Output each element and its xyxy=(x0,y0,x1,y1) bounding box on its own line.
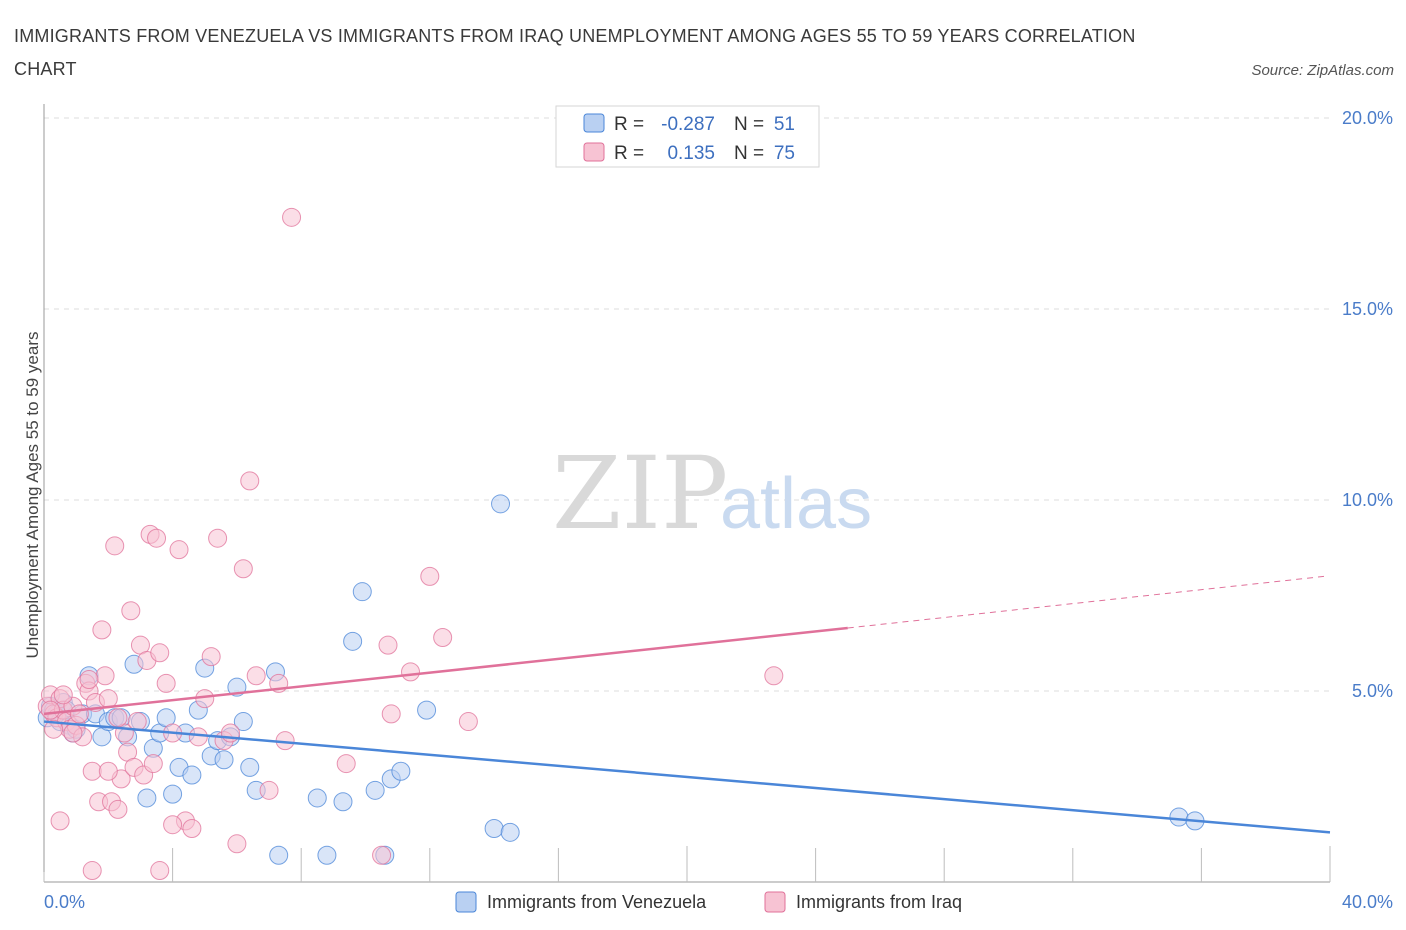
venezuela-point xyxy=(240,757,260,777)
iraq-point xyxy=(121,601,141,621)
iraq-point xyxy=(401,662,421,682)
correlation-legend: R = -0.287 N = 51 R = 0.135 N = 75 xyxy=(555,105,820,168)
iraq-trend-line-extension xyxy=(847,575,1325,629)
iraq-point xyxy=(227,834,247,854)
iraq-point xyxy=(381,704,401,724)
iraq-point xyxy=(143,754,163,774)
legend-iraq-n-label: N = xyxy=(734,143,764,164)
iraq-point xyxy=(259,780,279,800)
legend-venezuela-r-value: -0.287 xyxy=(661,114,715,135)
venezuela-point xyxy=(233,712,253,732)
legend-iraq-r-label: R = xyxy=(614,143,644,164)
legend-iraq-n-value: 75 xyxy=(774,143,795,164)
iraq-point xyxy=(50,811,70,831)
venezuela-point xyxy=(484,819,504,839)
iraq-point xyxy=(82,761,102,781)
series-legend: Immigrants from Venezuela Immigrants fro… xyxy=(455,891,962,913)
bottom-legend-iraq-label: Immigrants from Iraq xyxy=(796,892,962,912)
iraq-point xyxy=(233,559,253,579)
iraq-point xyxy=(95,666,115,686)
iraq-point xyxy=(150,861,170,881)
iraq-point xyxy=(63,723,83,743)
legend-venezuela-swatch xyxy=(583,113,605,133)
iraq-point xyxy=(92,620,112,640)
iraq-point xyxy=(79,670,99,690)
iraq-point xyxy=(282,207,302,227)
venezuela-point xyxy=(163,784,183,804)
venezuela-point xyxy=(352,582,372,602)
iraq-trend-line xyxy=(43,626,848,716)
iraq-point xyxy=(156,673,176,693)
venezuela-point xyxy=(391,761,411,781)
venezuela-point xyxy=(491,494,511,514)
y-tick-labels: 5.0% 10.0% 15.0% 20.0% xyxy=(1342,108,1393,701)
iraq-point xyxy=(98,761,118,781)
x-tick-label: 40.0% xyxy=(1342,892,1393,912)
venezuela-point xyxy=(214,750,234,770)
bottom-legend-iraq-swatch xyxy=(764,891,786,913)
y-tick-label: 5.0% xyxy=(1352,681,1393,701)
iraq-point xyxy=(246,666,266,686)
venezuela-point xyxy=(333,792,353,812)
source-label: Source: ZipAtlas.com xyxy=(1251,62,1394,79)
axes xyxy=(43,104,1331,883)
y-axis-label: Unemployment Among Ages 55 to 59 years xyxy=(23,332,42,659)
venezuela-point xyxy=(317,845,337,865)
venezuela-point xyxy=(1169,807,1189,827)
iraq-point xyxy=(372,845,392,865)
y-tick-label: 20.0% xyxy=(1342,108,1393,128)
iraq-point xyxy=(44,719,64,739)
venezuela-point xyxy=(343,631,363,651)
x-tick-label: 0.0% xyxy=(44,892,85,912)
bottom-legend-venezuela-label: Immigrants from Venezuela xyxy=(487,892,707,912)
iraq-point xyxy=(98,689,118,709)
x-tick-labels: 0.0% 40.0% xyxy=(44,892,1393,912)
iraq-point xyxy=(69,704,89,724)
iraq-point xyxy=(458,712,478,732)
iraq-point xyxy=(433,628,453,648)
y-tick-label: 10.0% xyxy=(1342,490,1393,510)
venezuela-trend-line xyxy=(43,720,1331,834)
iraq-point xyxy=(82,861,102,881)
venezuela-point xyxy=(417,700,437,720)
venezuela-point xyxy=(137,788,157,808)
iraq-point xyxy=(420,566,440,586)
iraq-point xyxy=(240,471,260,491)
iraq-point xyxy=(169,540,189,560)
bottom-legend-venezuela-swatch xyxy=(455,891,477,913)
legend-iraq-r-value: 0.135 xyxy=(667,143,715,164)
watermark: ZIP atlas xyxy=(552,435,872,552)
iraq-point xyxy=(53,685,73,705)
legend-iraq-swatch xyxy=(583,142,605,162)
watermark-atlas: atlas xyxy=(720,464,872,544)
venezuela-point xyxy=(307,788,327,808)
iraq-point xyxy=(182,819,202,839)
legend-venezuela-n-value: 51 xyxy=(774,114,795,135)
iraq-point xyxy=(108,799,128,819)
iraq-point xyxy=(188,727,208,747)
iraq-point xyxy=(764,666,784,686)
iraq-point xyxy=(105,536,125,556)
legend-venezuela-n-label: N = xyxy=(734,114,764,135)
venezuela-point xyxy=(500,822,520,842)
trend-lines xyxy=(43,575,1331,834)
venezuela-point xyxy=(269,845,289,865)
iraq-point xyxy=(147,528,167,548)
venezuela-point xyxy=(365,780,385,800)
iraq-point xyxy=(108,708,128,728)
iraq-point xyxy=(208,528,228,548)
chart-title: IMMIGRANTS FROM VENEZUELA VS IMMIGRANTS … xyxy=(14,26,1136,79)
iraq-point xyxy=(378,635,398,655)
y-tick-label: 15.0% xyxy=(1342,299,1393,319)
iraq-point xyxy=(163,815,183,835)
iraq-point xyxy=(150,643,170,663)
iraq-point xyxy=(201,647,221,667)
watermark-zip: ZIP xyxy=(552,435,728,552)
gridlines xyxy=(44,117,1330,692)
legend-venezuela-r-label: R = xyxy=(614,114,644,135)
iraq-point xyxy=(40,700,60,720)
venezuela-point xyxy=(182,765,202,785)
iraq-point xyxy=(336,754,356,774)
